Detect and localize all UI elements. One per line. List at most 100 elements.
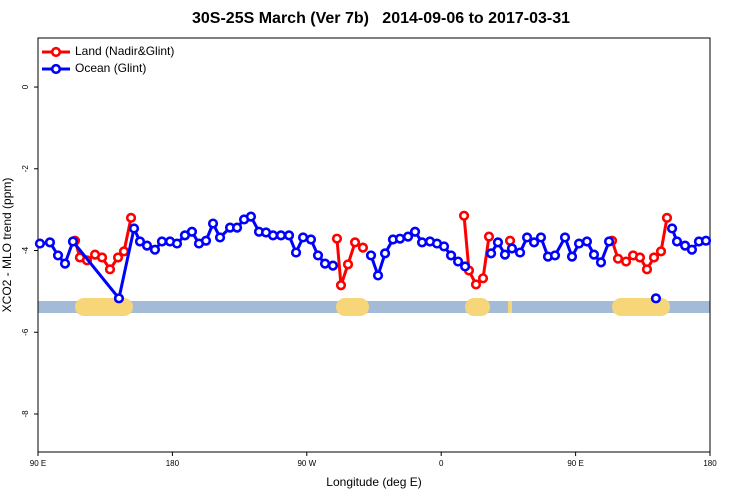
point <box>506 243 518 254</box>
point <box>141 240 153 251</box>
point <box>365 250 377 261</box>
legend-label: Ocean (Glint) <box>75 61 146 75</box>
point <box>409 226 421 237</box>
point <box>528 237 540 248</box>
point <box>535 232 547 243</box>
y-tick-label: -2 <box>21 165 30 173</box>
point <box>612 253 624 264</box>
point <box>573 238 585 249</box>
point <box>134 236 146 247</box>
point <box>588 249 600 260</box>
point <box>445 250 457 261</box>
point <box>207 218 219 229</box>
ocean-band <box>38 301 710 313</box>
point <box>112 252 124 263</box>
x-tick-label: 90 W <box>297 459 316 468</box>
y-tick-label: -4 <box>21 246 30 254</box>
chart-title: 30S-25S March (Ver 7b) 2014-09-06 to 201… <box>192 10 570 27</box>
point <box>514 247 526 258</box>
point <box>305 234 317 245</box>
point <box>648 252 660 263</box>
point <box>483 231 495 242</box>
x-tick-label: 0 <box>439 459 444 468</box>
x-tick-label: 180 <box>703 459 717 468</box>
point <box>566 251 578 262</box>
surface-band <box>38 298 710 316</box>
point <box>342 259 354 270</box>
point <box>67 236 79 247</box>
point <box>603 236 615 247</box>
point <box>231 222 243 233</box>
legend-label: Land (Nadir&Glint) <box>75 44 174 58</box>
point <box>559 232 571 243</box>
point <box>459 261 471 272</box>
point <box>641 264 653 275</box>
land-band <box>465 298 490 316</box>
point <box>200 235 212 246</box>
point <box>335 280 347 291</box>
point <box>283 230 295 241</box>
point <box>52 250 64 261</box>
point <box>44 237 56 248</box>
land-band <box>612 298 670 316</box>
point <box>349 237 361 248</box>
point <box>581 236 593 247</box>
x-tick-label: 90 E <box>567 459 583 468</box>
point <box>595 257 607 268</box>
point <box>492 237 504 248</box>
point <box>458 210 470 221</box>
x-tick-label: 90 E <box>30 459 46 468</box>
point <box>319 258 331 269</box>
point <box>372 270 384 281</box>
point <box>634 252 646 263</box>
point <box>357 242 369 253</box>
point <box>118 246 130 257</box>
point <box>171 238 183 249</box>
point <box>245 211 257 222</box>
point <box>521 232 533 243</box>
x-axis-label: Longitude (deg E) <box>326 475 421 489</box>
point <box>128 223 140 234</box>
point <box>504 235 516 246</box>
point <box>650 293 662 304</box>
y-tick-label: -8 <box>21 410 30 418</box>
point <box>379 248 391 259</box>
y-tick-label: -6 <box>21 328 30 336</box>
point <box>655 246 667 257</box>
land-band <box>508 301 512 313</box>
point <box>149 244 161 255</box>
point <box>485 248 497 259</box>
point <box>452 256 464 267</box>
point <box>327 260 339 271</box>
point <box>679 240 691 251</box>
y-tick-label: 0 <box>21 84 30 89</box>
point <box>214 232 226 243</box>
point <box>312 250 324 261</box>
point <box>666 223 678 234</box>
point <box>290 247 302 258</box>
point <box>402 231 414 242</box>
point <box>416 237 428 248</box>
point <box>700 235 712 246</box>
point <box>470 279 482 290</box>
point <box>671 236 683 247</box>
point <box>267 230 279 241</box>
point <box>156 236 168 247</box>
point <box>125 212 137 223</box>
land-band <box>336 298 369 316</box>
point <box>620 256 632 267</box>
point <box>499 249 511 260</box>
series-line <box>39 214 334 302</box>
point <box>661 212 673 223</box>
point <box>275 230 287 241</box>
point <box>331 233 343 244</box>
point <box>104 264 116 275</box>
point <box>394 233 406 244</box>
point <box>686 244 698 255</box>
legend-marker <box>50 63 62 75</box>
y-axis-label: XCO2 - MLO trend (ppm) <box>0 178 14 313</box>
point <box>34 238 46 249</box>
point <box>438 241 450 252</box>
point <box>59 258 71 269</box>
point <box>186 226 198 237</box>
